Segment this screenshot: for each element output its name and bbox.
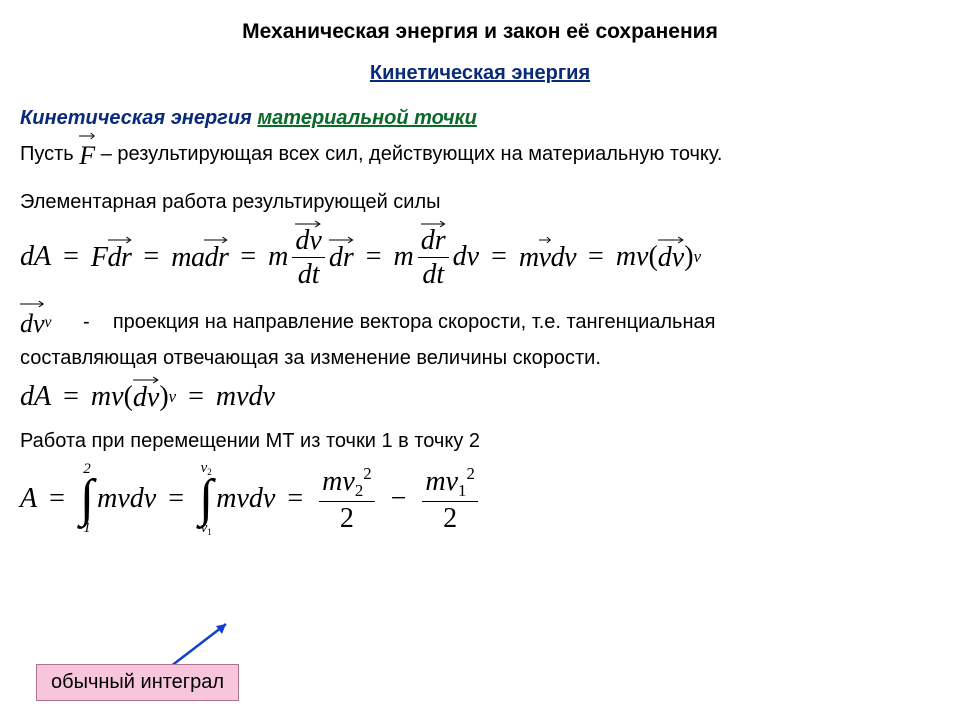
- eq2-mid: mv(dv)v: [91, 380, 176, 414]
- eq3-int1: 2 ∫ 1 mvdv: [77, 462, 156, 536]
- let-after: – результирующая всех сил, действующих н…: [101, 143, 723, 165]
- eq1-lhs: dA: [20, 241, 51, 273]
- eq1-mvdv: mvdv: [519, 240, 576, 274]
- eq1-Fdr: Fdr: [91, 240, 132, 274]
- eq3-frac1: mv22 2: [315, 465, 378, 534]
- page-subtitle: Кинетическая энергия: [20, 62, 940, 85]
- eq1-mv-dvv: mv(dv)v: [616, 240, 701, 274]
- proj-text2: составляющая отвечающая за изменение вел…: [20, 345, 940, 372]
- eq1-madr: madr: [171, 240, 228, 274]
- sentence-let-F: Пусть F – результирующая всех сил, дейст…: [20, 136, 940, 173]
- callout-ordinary-integral: обычный интеграл: [36, 664, 239, 701]
- symbol-F: F: [79, 136, 95, 173]
- proj-explain: dvv - проекция на направление вектора ск…: [20, 304, 940, 341]
- sentence-work-12: Работа при перемещении МТ из точки 1 в т…: [20, 428, 940, 455]
- ke-prefix: Кинетическая энергия: [20, 107, 257, 129]
- heading-ke-point: Кинетическая энергия материальной точки: [20, 107, 940, 130]
- equation-integral: A = 2 ∫ 1 mvdv = v2 ∫ v1 mvdv = mv22 2: [20, 461, 940, 537]
- dash: -: [83, 311, 90, 333]
- minus-sign: −: [385, 483, 413, 515]
- eq3-frac2: mv12 2: [418, 465, 481, 534]
- let: Пусть: [20, 143, 79, 165]
- eq1-m-dr-dt-dv: m dr dt dv: [394, 224, 480, 290]
- eq3-int2: v2 ∫ v1 mvdv: [196, 461, 275, 537]
- ke-material-point: материальной точки: [257, 107, 477, 129]
- symbol-dv-proj: dvv: [20, 304, 51, 341]
- eq3-A: A: [20, 483, 37, 515]
- equation-dA-mvdv: dA = mv(dv)v = mvdv: [20, 380, 940, 414]
- slide-content: Механическая энергия и закон её сохранен…: [0, 0, 960, 537]
- sentence-elementary-work: Элементарная работа результирующей силы: [20, 189, 940, 216]
- eq2-rhs: mvdv: [216, 381, 275, 413]
- eq-sign: =: [57, 241, 85, 273]
- eq2-lhs: dA: [20, 381, 51, 413]
- proj-text1: проекция на направление вектора скорости…: [113, 311, 716, 333]
- eq1-m-dv-dt-dr: m dv dt dr: [268, 224, 354, 290]
- page-title: Механическая энергия и закон её сохранен…: [20, 20, 940, 44]
- equation-dA-chain: dA = Fdr = madr = m dv dt dr = m dr dt d…: [20, 224, 940, 290]
